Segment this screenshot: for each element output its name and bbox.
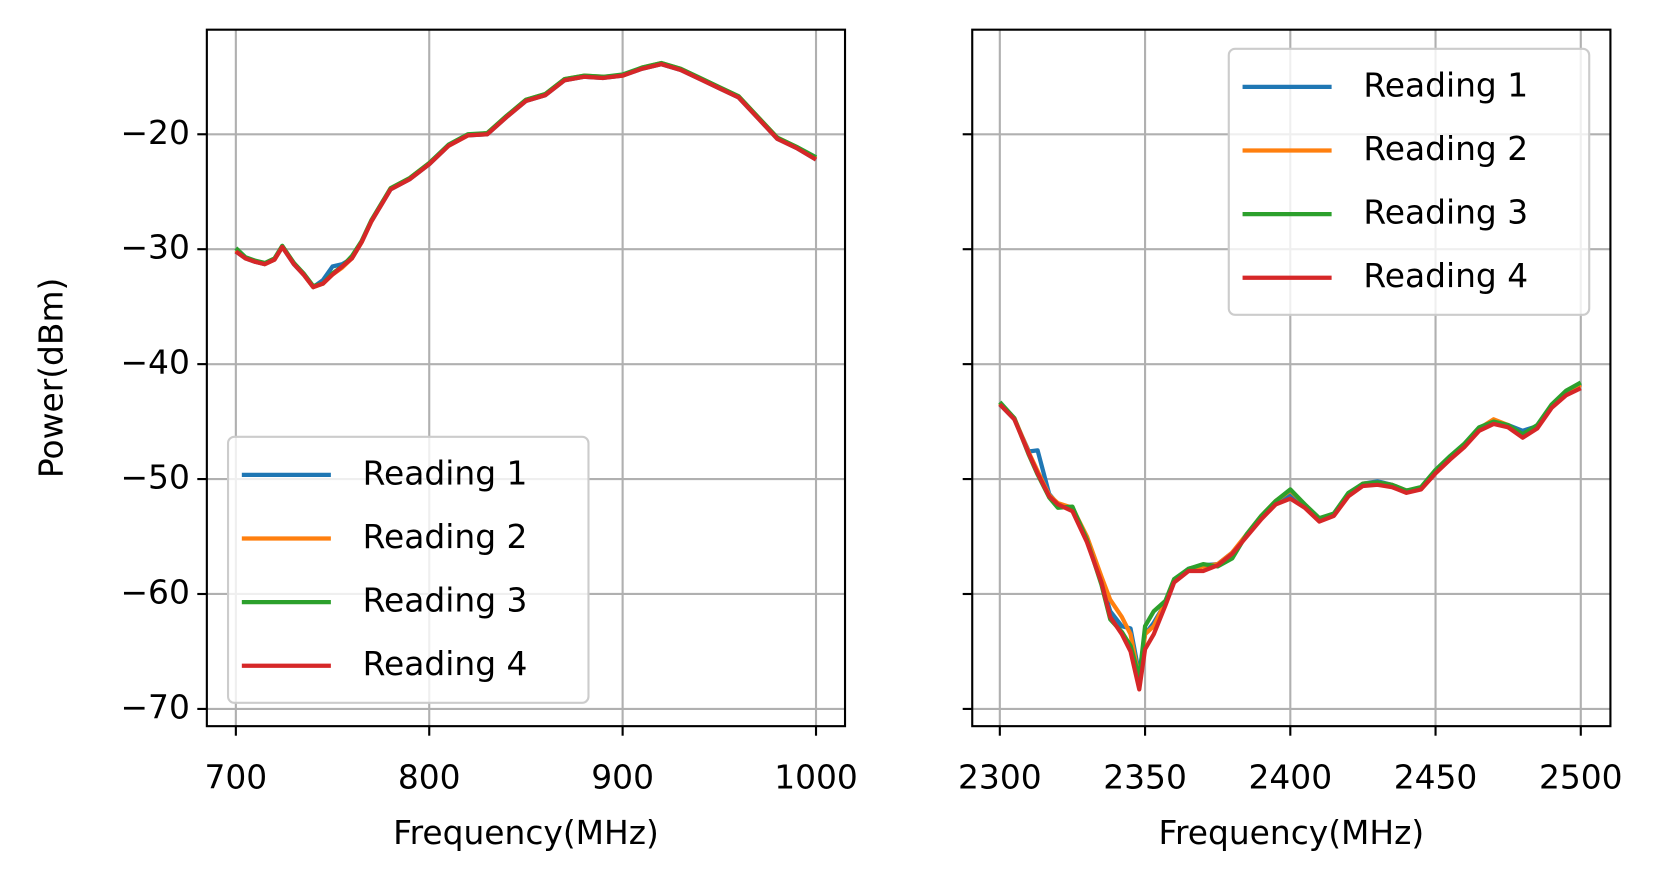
y-tick-label: −40: [121, 343, 190, 382]
legend-label: Reading 1: [1363, 65, 1528, 104]
y-tick-label: −70: [121, 687, 190, 726]
x-tick-label: 700: [204, 758, 267, 797]
x-tick-label: 1000: [774, 758, 858, 797]
x-tick-label: 2300: [958, 758, 1042, 797]
x-tick-label: 2400: [1248, 758, 1332, 797]
plot-frame: [205, 28, 847, 728]
legend-box: [226, 435, 590, 704]
line-series: [234, 60, 818, 290]
y-axis-label: Power(dBm): [32, 278, 71, 478]
x-axis-label: Frequency(MHz): [1158, 813, 1424, 852]
line-series: [998, 386, 1582, 692]
plot-frame: [971, 28, 1612, 728]
y-tick-label: −30: [121, 228, 190, 267]
subplot: 700 800 900 1000 −20 −30 −40 −50 −60 −70 Frequency…: [32, 28, 858, 852]
x-tick-label: 900: [591, 758, 654, 797]
x-tick-label: 2450: [1394, 758, 1478, 797]
legend: Reading 1 Reading 2 Reading 3 Reading 4: [226, 435, 590, 704]
legend-label: Reading 3: [363, 581, 528, 620]
legend-label: Reading 1: [363, 453, 528, 492]
legend-label: Reading 2: [1363, 129, 1528, 168]
legend: Reading 1 Reading 2 Reading 3 Reading 4: [1227, 47, 1591, 316]
x-tick-label: 800: [398, 758, 461, 797]
x-tick-label: 2500: [1539, 758, 1623, 797]
legend-label: Reading 4: [363, 644, 528, 683]
legend-box: [1227, 47, 1591, 316]
y-tick-label: −60: [121, 572, 190, 611]
line-series: [234, 60, 818, 289]
y-tick-label: −20: [121, 113, 190, 152]
subplot: 2300 2350 2400 2450 2500 Frequency(MHz) Readin…: [958, 28, 1623, 852]
line-series: [234, 62, 818, 290]
x-axis-label: Frequency(MHz): [393, 813, 659, 852]
legend-label: Reading 3: [1363, 193, 1528, 232]
legend-label: Reading 2: [363, 517, 528, 556]
legend-label: Reading 4: [1363, 256, 1528, 295]
y-tick-label: −50: [121, 458, 190, 497]
x-tick-label: 2350: [1103, 758, 1187, 797]
